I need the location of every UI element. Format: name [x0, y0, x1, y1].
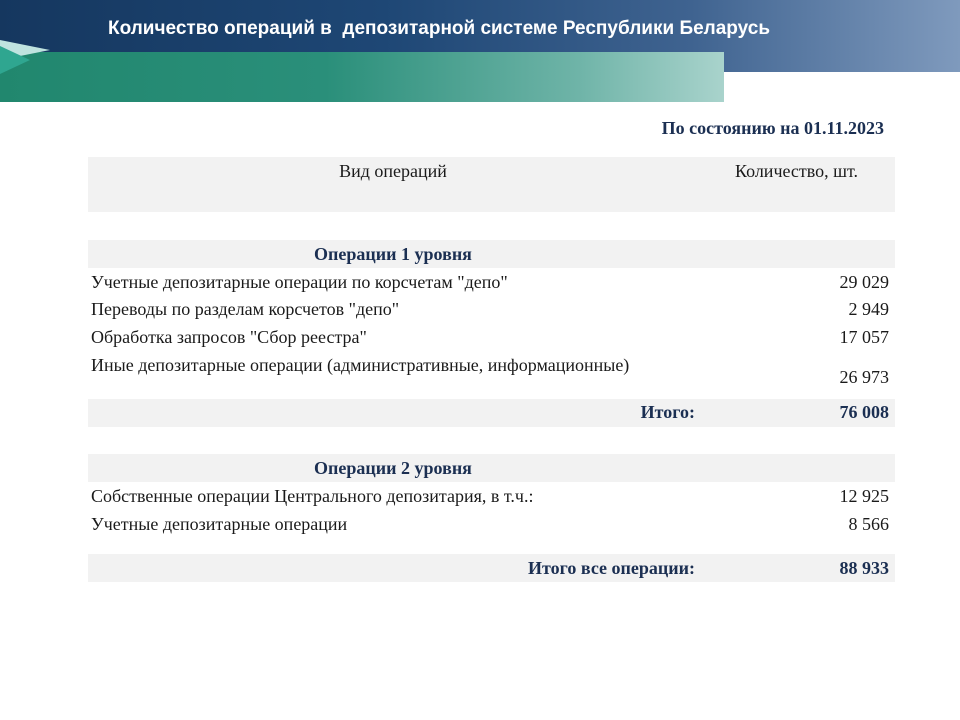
- total-row: Итого: 76 008: [88, 399, 895, 427]
- table-row: Собственные операции Центрального депози…: [88, 486, 895, 514]
- grand-total-row: Итого все операции: 88 933: [88, 554, 895, 582]
- column-header-operation: Вид операций: [339, 161, 447, 181]
- row-label: Учетные депозитарные операции по корсчет…: [91, 272, 508, 292]
- section-title: Операции 1 уровня: [314, 244, 472, 264]
- row-value: 12 925: [839, 486, 890, 506]
- grand-total-label: Итого все операции:: [528, 558, 695, 578]
- total-value: 76 008: [839, 402, 890, 422]
- row-label: Учетные депозитарные операции: [91, 514, 348, 534]
- table-row: Учетные депозитарные операции 8 566: [88, 514, 895, 542]
- row-value: 17 057: [839, 327, 890, 347]
- table-row: Переводы по разделам корсчетов "депо" 2 …: [88, 299, 895, 327]
- table-row: Иные депозитарные операции (администрати…: [88, 355, 895, 395]
- row-label: Обработка запросов "Сбор реестра": [91, 327, 367, 347]
- row-value: 2 949: [848, 299, 890, 319]
- page-title: Количество операций в депозитарной систе…: [108, 18, 770, 39]
- section-header-level1: Операции 1 уровня: [88, 240, 895, 268]
- section-header-level2: Операции 2 уровня: [88, 454, 895, 482]
- row-value: 26 973: [839, 367, 890, 387]
- section-title: Операции 2 уровня: [314, 458, 472, 478]
- table-row: Обработка запросов "Сбор реестра" 17 057: [88, 327, 895, 355]
- decorative-band: [0, 52, 724, 102]
- report-date: По состоянию на 01.11.2023: [661, 118, 884, 138]
- table-row: Учетные депозитарные операции по корсчет…: [88, 272, 895, 300]
- arrow-accent-icon: [0, 46, 30, 74]
- table-header: Вид операций Количество, шт.: [88, 157, 895, 212]
- row-label: Иные депозитарные операции (администрати…: [91, 355, 630, 375]
- row-value: 8 566: [848, 514, 890, 534]
- row-value: 29 029: [839, 272, 890, 292]
- row-label: Собственные операции Центрального депози…: [91, 486, 534, 506]
- total-label: Итого:: [640, 402, 695, 422]
- grand-total-value: 88 933: [839, 558, 890, 578]
- row-label: Переводы по разделам корсчетов "депо": [91, 299, 400, 319]
- column-header-count: Количество, шт.: [734, 161, 859, 181]
